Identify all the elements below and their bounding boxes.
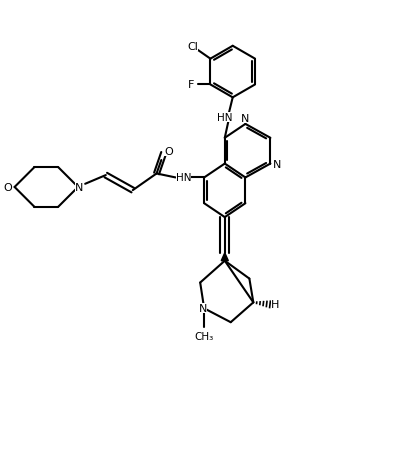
Text: N: N [241,114,250,124]
Text: CH₃: CH₃ [195,331,214,341]
Text: O: O [4,183,12,192]
Text: N: N [198,303,207,313]
Text: H: H [271,300,279,310]
Text: Cl: Cl [187,42,198,52]
Polygon shape [221,253,228,261]
Text: F: F [188,80,195,90]
Text: O: O [164,146,173,157]
Text: HN: HN [217,112,232,123]
Text: HN: HN [176,172,191,182]
Text: N: N [273,159,281,169]
Text: N: N [75,183,84,192]
